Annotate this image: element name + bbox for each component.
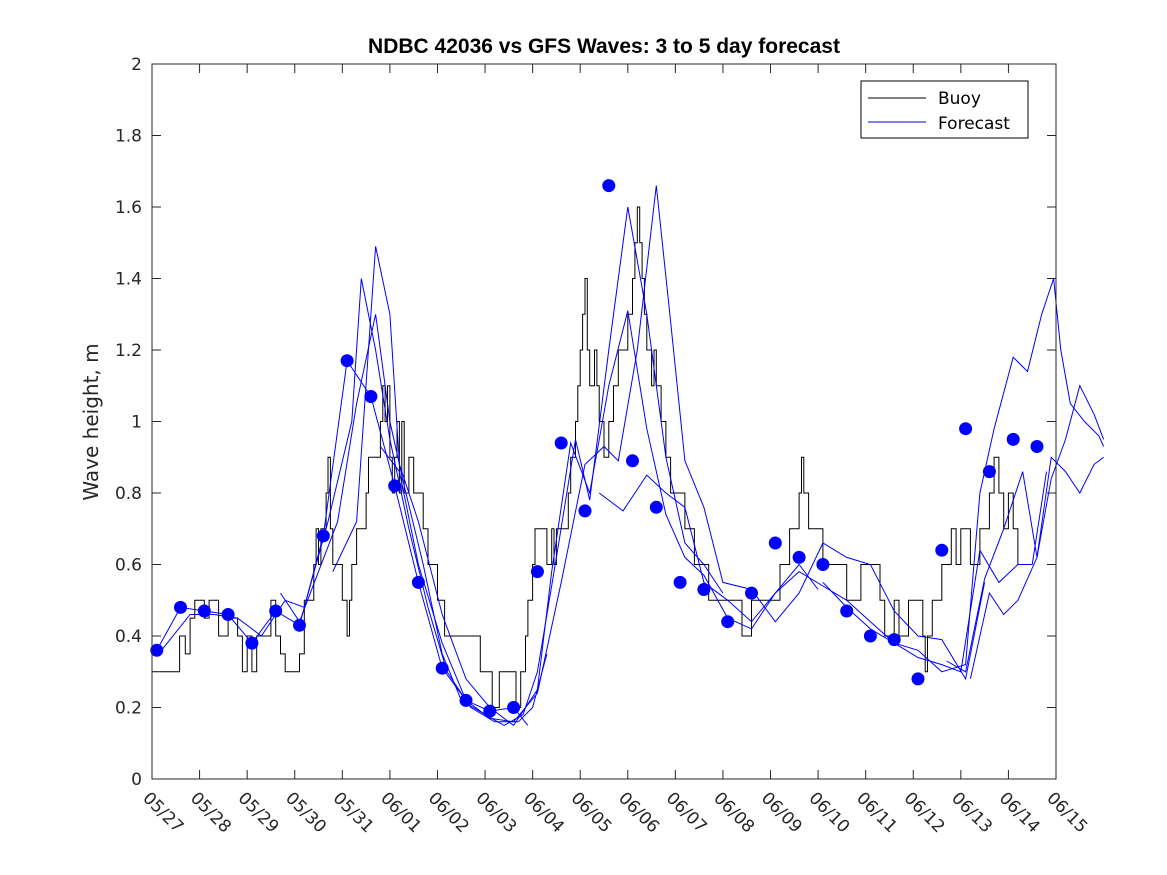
forecast-marker-7 (293, 618, 306, 632)
y-tick-label: 2 (131, 55, 142, 75)
y-tick-label: 0.2 (115, 699, 142, 719)
y-tick-label: 0.4 (115, 627, 142, 647)
forecast-marker-1 (150, 643, 164, 657)
forecast-marker-4 (221, 608, 235, 621)
y-tick-label: 0.6 (115, 556, 142, 576)
y-tick-label: 1.8 (115, 127, 142, 147)
forecast-marker-26 (745, 586, 758, 600)
forecast-marker-20 (602, 179, 616, 193)
forecast-marker-13 (435, 661, 449, 675)
forecast-marker-18 (554, 436, 568, 450)
forecast-marker-10 (364, 390, 378, 403)
forecast-marker-5 (245, 636, 259, 650)
forecast-marker-33 (911, 672, 925, 686)
forecast-marker-22 (649, 500, 663, 514)
y-tick-label: 0 (131, 770, 142, 790)
y-tick-label: 1.6 (115, 198, 142, 218)
forecast-marker-32 (887, 633, 901, 647)
forecast-marker-12 (411, 575, 425, 589)
y-tick-label: 1.4 (115, 270, 142, 290)
forecast-line-2 (161, 278, 548, 723)
forecast-marker-24 (697, 583, 711, 596)
forecast-marker-21 (626, 454, 639, 468)
forecast-marker-17 (530, 565, 544, 579)
forecast-line-5 (380, 185, 986, 723)
legend-box (860, 80, 1029, 139)
forecast-marker-30 (840, 604, 854, 618)
legend-label-buoy: Buoy (938, 89, 981, 109)
forecast-marker-19 (578, 504, 592, 518)
forecast-marker-15 (483, 704, 497, 718)
y-tick-label: 0.8 (115, 484, 142, 504)
forecast-marker-37 (1006, 432, 1020, 446)
forecast-marker-8 (316, 529, 330, 543)
y-tick-label: 1.2 (115, 341, 142, 361)
forecast-marker-11 (388, 479, 402, 493)
y-axis-label: Wave height, m (79, 343, 103, 500)
forecast-line-3 (280, 206, 724, 726)
forecast-marker-35 (959, 422, 973, 436)
forecast-line-9 (969, 456, 1104, 680)
forecast-marker-38 (1030, 440, 1044, 453)
y-tick-label: 1 (131, 413, 142, 433)
forecast-marker-34 (935, 543, 949, 557)
legend-label-forecast: Forecast (938, 114, 1010, 134)
forecast-marker-25 (721, 615, 735, 629)
forecast-marker-2 (174, 600, 187, 614)
forecast-marker-6 (269, 604, 283, 618)
chart-title: NDBC 42036 vs GFS Waves: 3 to 5 day fore… (368, 35, 840, 58)
legend: Buoy Forecast (860, 80, 1029, 139)
forecast-marker-16 (507, 701, 521, 714)
forecast-marker-27 (768, 536, 782, 550)
forecast-marker-31 (863, 629, 877, 643)
forecast-marker-23 (673, 575, 687, 589)
forecast-marker-9 (340, 354, 354, 368)
forecast-marker-14 (459, 693, 473, 707)
forecast-marker-29 (816, 558, 830, 571)
buoy-line (152, 206, 1019, 708)
forecast-marker-3 (197, 604, 211, 618)
forecast-marker-36 (982, 465, 996, 479)
forecast-marker-28 (792, 550, 806, 564)
plot-area: 00.20.40.60.811.21.41.61.8205/2705/2805/… (115, 55, 1105, 837)
